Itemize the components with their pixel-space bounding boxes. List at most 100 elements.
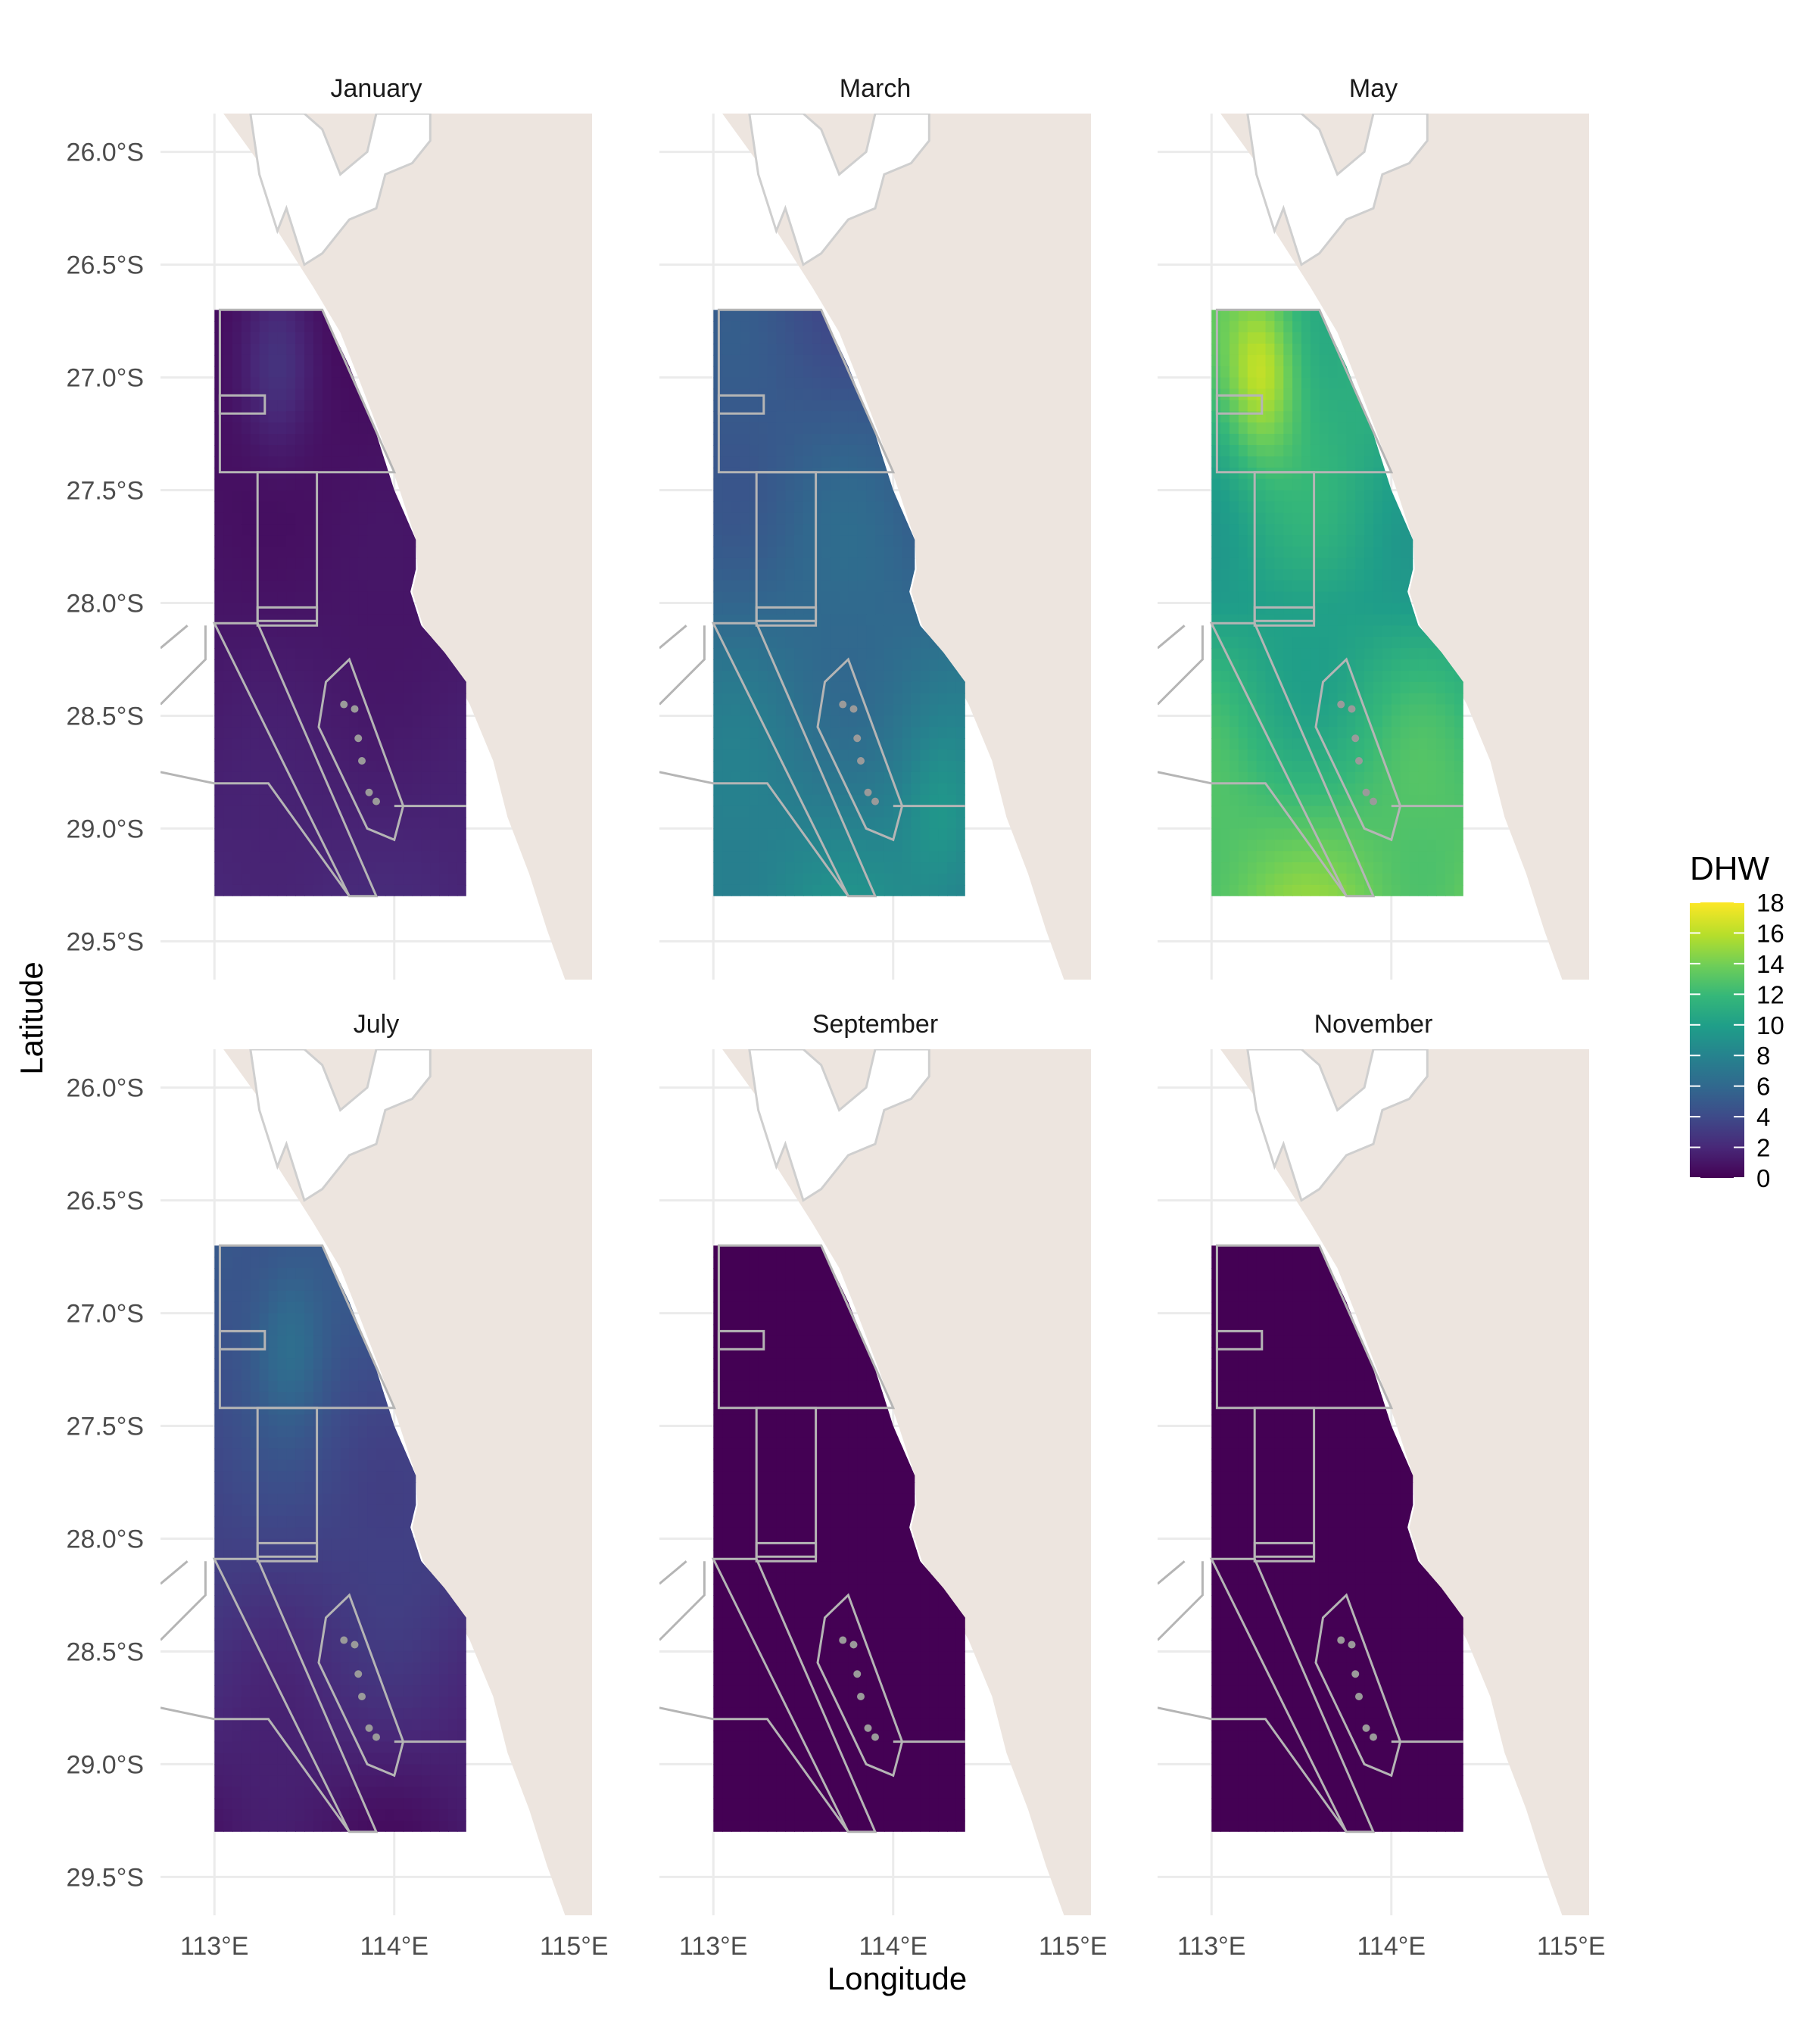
- latitude-tick-label: 27.5°S: [67, 1413, 144, 1441]
- latitude-tick-label: 27.0°S: [67, 364, 144, 393]
- abrolhos-island: [358, 1693, 366, 1701]
- legend-label: 0: [1756, 1164, 1770, 1192]
- latitude-tick-label: 26.5°S: [67, 1187, 144, 1216]
- abrolhos-island: [857, 1693, 865, 1701]
- map-panel: March: [659, 74, 1091, 980]
- longitude-tick-label: 113°E: [679, 1932, 747, 1961]
- dhw-raster: [1211, 1245, 1463, 1832]
- latitude-tick-label: 28.5°S: [67, 702, 144, 731]
- management-zone-boundary: [1253, 1541, 1316, 1558]
- management-zone-boundary: [1215, 1329, 1264, 1351]
- abrolhos-island: [1348, 705, 1356, 713]
- legend-label: 14: [1756, 950, 1784, 978]
- management-zone-boundary: [256, 1407, 319, 1563]
- latitude-tick-label: 26.5°S: [67, 251, 144, 280]
- latitude-tick-label: 28.0°S: [67, 1525, 144, 1554]
- panel-title: September: [812, 1010, 938, 1039]
- legend-label: 4: [1756, 1103, 1770, 1131]
- management-zone-boundary: [1253, 471, 1316, 627]
- management-zone-boundary: [717, 394, 765, 415]
- land-mass: [722, 114, 1091, 980]
- management-zone-boundary: [659, 1561, 706, 1641]
- management-zone-boundary: [1209, 1557, 1376, 1834]
- abrolhos-island: [365, 788, 373, 796]
- management-zone-boundary: [218, 1244, 397, 1410]
- legend-label: 2: [1756, 1134, 1770, 1162]
- legend-label: 8: [1756, 1042, 1770, 1070]
- management-zone-boundary: [1158, 1561, 1204, 1641]
- management-zone-boundary: [659, 771, 849, 897]
- management-zone-boundary: [161, 1560, 189, 1585]
- management-zone-boundary: [256, 471, 319, 627]
- map-panel: January: [161, 74, 592, 980]
- management-zone-boundary: [1158, 625, 1204, 706]
- abrolhos-island: [340, 700, 348, 709]
- management-zone-boundary: [711, 622, 877, 898]
- latitude-tick-label: 29.0°S: [67, 815, 144, 843]
- panel-title: January: [331, 74, 422, 103]
- longitude-tick-label: 114°E: [360, 1932, 429, 1961]
- abrolhos-island: [1355, 1693, 1363, 1701]
- latitude-tick-label: 29.5°S: [67, 1863, 144, 1892]
- abrolhos-island: [839, 1636, 847, 1644]
- abrolhos-island: [871, 1733, 879, 1741]
- management-zone-boundary: [212, 622, 379, 898]
- abrolhos-island: [351, 705, 359, 713]
- management-zone-boundary: [755, 606, 818, 622]
- management-zone-boundary: [659, 625, 706, 706]
- legend-label: 16: [1756, 919, 1784, 947]
- management-zone-boundary: [1158, 1560, 1186, 1585]
- abrolhos-island: [1362, 1724, 1370, 1732]
- management-zone-boundary: [1158, 771, 1348, 897]
- abrolhos-island: [853, 1670, 862, 1678]
- abrolhos-island: [354, 734, 363, 743]
- longitude-tick-label: 115°E: [1039, 1932, 1107, 1961]
- latitude-tick-label: 28.0°S: [67, 590, 144, 618]
- map-panel: November: [1158, 1010, 1589, 1915]
- management-zone-boundary: [659, 1560, 687, 1585]
- land-mass: [1220, 1049, 1589, 1915]
- latitude-tick-label: 26.0°S: [67, 1074, 144, 1103]
- abrolhos-island: [372, 1733, 380, 1741]
- panel-title: March: [840, 74, 911, 103]
- management-zone-boundary: [1253, 1407, 1316, 1563]
- abrolhos-island: [1348, 1640, 1356, 1649]
- management-zone-boundary: [1253, 606, 1316, 622]
- legend-label: 18: [1756, 889, 1784, 917]
- management-zone-boundary: [755, 1407, 818, 1563]
- abrolhos-island: [358, 757, 366, 765]
- abrolhos-island: [849, 1640, 858, 1649]
- management-zone-boundary: [161, 625, 207, 706]
- abrolhos-island: [871, 797, 879, 805]
- abrolhos-island: [1351, 734, 1360, 743]
- abrolhos-island: [351, 1640, 359, 1649]
- longitude-tick-label: 114°E: [859, 1932, 927, 1961]
- abrolhos-island: [1362, 788, 1370, 796]
- management-zone-boundary: [161, 771, 351, 897]
- abrolhos-island: [372, 797, 380, 805]
- abrolhos-island: [839, 700, 847, 709]
- abrolhos-island: [853, 734, 862, 743]
- panel-title: July: [354, 1010, 399, 1039]
- abrolhos-island: [857, 757, 865, 765]
- legend-label: 6: [1756, 1073, 1770, 1101]
- map-panel: September: [659, 1010, 1091, 1915]
- management-zone-boundary: [161, 1706, 351, 1833]
- map-panels: January March May July September November: [161, 74, 1589, 1915]
- longitude-tick-label: 115°E: [540, 1932, 608, 1961]
- abrolhos-island: [365, 1724, 373, 1732]
- legend-label: 12: [1756, 980, 1784, 1008]
- management-zone-boundary: [218, 308, 397, 474]
- management-zone-boundary: [1215, 1244, 1394, 1410]
- legend-title: DHW: [1690, 850, 1770, 887]
- management-zone-boundary: [1158, 625, 1186, 650]
- management-zone-boundary: [218, 1329, 266, 1351]
- abrolhos-island: [864, 1724, 872, 1732]
- shark-bay-coastline: [748, 1049, 930, 1202]
- longitude-tick-label: 114°E: [1357, 1932, 1426, 1961]
- legend-label: 10: [1756, 1011, 1784, 1039]
- latitude-tick-label: 27.0°S: [67, 1300, 144, 1329]
- shark-bay-coastline: [1246, 114, 1429, 266]
